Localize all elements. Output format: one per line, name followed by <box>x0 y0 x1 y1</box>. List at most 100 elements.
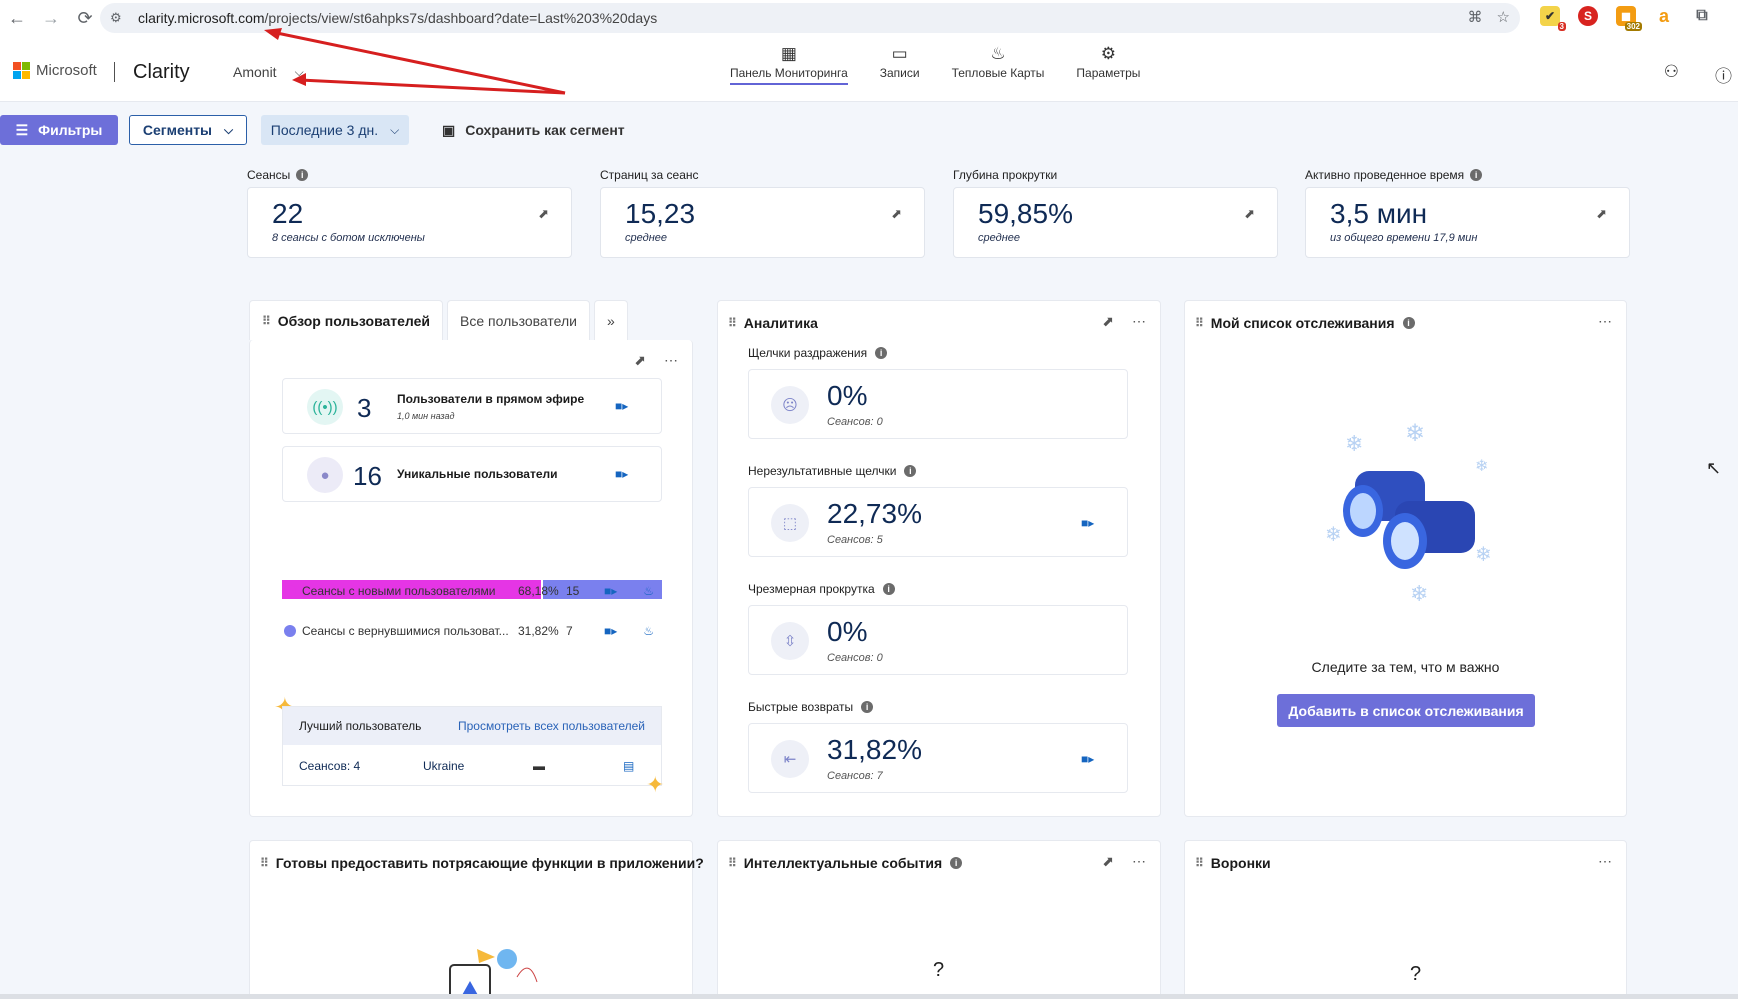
more-options-icon[interactable]: ⋯ <box>1132 853 1146 869</box>
info-icon[interactable]: i <box>1402 317 1415 329</box>
drag-handle-icon[interactable]: ⠿ <box>260 856 269 870</box>
add-to-watchlist-button[interactable]: Добавить в список отслеживания <box>1277 694 1535 727</box>
help-icon[interactable]: ⓘ <box>1715 67 1732 86</box>
nav-heatmaps[interactable]: ♨ Тепловые Карты <box>952 44 1045 85</box>
bottom-scrollbar[interactable] <box>0 994 1738 999</box>
metric-sessions: Сеансов: 5 <box>827 534 883 546</box>
info-icon[interactable]: i <box>1470 169 1483 181</box>
extension-icon-1[interactable]: ✔ 3 <box>1540 6 1566 31</box>
live-users-row[interactable]: ((•)) 3 Пользователи в прямом эфире 1,0 … <box>282 378 662 434</box>
excessive-scroll-card[interactable]: ⇳ 0% Сеансов: 0 <box>748 605 1128 675</box>
quick-backs-card[interactable]: ⇤ 31,82% Сеансов: 7 ■▸ <box>748 723 1128 793</box>
kpi-label: Активно проведенное время <box>1305 168 1465 182</box>
nav-dashboard[interactable]: ▦ Панель Мониторинга <box>730 44 848 85</box>
back-icon[interactable]: ← <box>8 7 26 28</box>
legend-count: 7 <box>566 624 573 638</box>
nav-label: Параметры <box>1076 66 1141 80</box>
drag-handle-icon[interactable]: ⠿ <box>1195 316 1204 330</box>
segments-label: Сегменты <box>142 122 213 138</box>
top-navigation: ▦ Панель Мониторинга ▭ Записи ♨ Тепловые… <box>730 44 1140 85</box>
chevron-down-icon: ⌵ <box>294 64 304 79</box>
recording-camera-icon[interactable]: ■▸ <box>615 399 629 413</box>
extension-icon-2[interactable]: S <box>1578 6 1598 26</box>
date-range-dropdown[interactable]: Последние 3 дн. ⌵ <box>261 115 409 145</box>
nav-settings[interactable]: ⚙ Параметры <box>1076 44 1140 85</box>
drag-handle-icon[interactable]: ⠿ <box>728 856 737 870</box>
recording-camera-icon[interactable]: ■▸ <box>1081 516 1095 530</box>
nav-recordings[interactable]: ▭ Записи <box>880 44 920 85</box>
metric-value: 0% <box>827 616 868 647</box>
filter-icon: ☰ <box>15 121 29 138</box>
drag-handle-icon[interactable]: ⠿ <box>1195 856 1204 870</box>
project-selector[interactable]: Amonit ⌵ <box>233 64 304 80</box>
trend-chart-icon[interactable]: ⬈ <box>1102 853 1114 869</box>
tab-label: Все пользователи <box>460 312 577 329</box>
dead-clicks-card[interactable]: ⬚ 22,73% Сеансов: 5 ■▸ <box>748 487 1128 557</box>
forward-icon[interactable]: → <box>42 7 60 28</box>
metric-label: Чрезмерная прокрутка <box>748 582 875 596</box>
rage-clicks-card[interactable]: ☹ 0% Сеансов: 0 <box>748 369 1128 439</box>
unique-users-row[interactable]: ● 16 Уникальные пользователи ■▸ <box>282 446 662 502</box>
heatmap-flame-icon[interactable]: ♨ <box>643 584 655 598</box>
save-segment-button[interactable]: ▣ Сохранить как сегмент <box>442 115 625 145</box>
info-icon[interactable]: i <box>875 347 888 359</box>
extension-icon-3[interactable]: ◼ 302 <box>1616 6 1642 31</box>
translate-icon[interactable]: ⌘ <box>1467 9 1483 26</box>
site-settings-icon[interactable]: ⚙ <box>110 10 122 25</box>
kpi-active-time: Активно проведенное время i 3,5 мин из об… <box>1305 167 1630 258</box>
more-options-icon[interactable]: ⋯ <box>1132 313 1146 329</box>
recording-camera-icon[interactable]: ■▸ <box>604 584 618 598</box>
legend-percent: 31,82% <box>518 624 559 638</box>
panel-title: Воронки <box>1210 855 1271 871</box>
recording-camera-icon[interactable]: ■▸ <box>604 624 618 638</box>
address-bar[interactable]: ⚙ clarity.microsoft.com/projects/view/st… <box>100 3 1520 33</box>
view-all-users-link[interactable]: Просмотреть всех пользователей <box>457 719 645 733</box>
user-card-icon[interactable]: ▤ <box>623 759 635 773</box>
recording-camera-icon[interactable]: ■▸ <box>1081 752 1095 766</box>
trend-chart-icon[interactable]: ⬈ <box>1244 206 1255 221</box>
binoculars-illustration: ❄ ❄ ❄ ❄ ❄ ❄ <box>1325 420 1492 606</box>
heatmap-flame-icon[interactable]: ♨ <box>643 624 655 638</box>
metric-sessions: Сеансов: 7 <box>827 770 883 782</box>
url-text[interactable]: clarity.microsoft.com/projects/view/st6a… <box>138 10 658 26</box>
segments-button[interactable]: Сегменты ⌵ <box>129 115 247 145</box>
bookmark-star-icon[interactable]: ☆ <box>1496 9 1510 26</box>
trend-chart-icon[interactable]: ⬈ <box>891 206 902 221</box>
panel-title: Мой список отслеживания <box>1210 315 1395 331</box>
filters-button[interactable]: ☰ Фильтры <box>0 115 118 145</box>
info-icon[interactable]: i <box>296 169 309 181</box>
more-options-icon[interactable]: ⋯ <box>664 352 678 368</box>
more-options-icon[interactable]: ⋯ <box>1598 313 1612 329</box>
kpi-sessions: Сеансы i 22 8 сеансы с ботом исключены ⬈ <box>247 167 572 258</box>
info-icon[interactable]: i <box>904 465 917 477</box>
trend-chart-icon[interactable]: ⬈ <box>634 352 646 368</box>
trend-chart-icon[interactable]: ⬈ <box>1102 313 1114 329</box>
app-name[interactable]: Clarity <box>133 61 190 83</box>
tab-all-users[interactable]: Все пользователи <box>447 300 590 340</box>
quick-back-icon: ⇤ <box>771 740 809 778</box>
info-icon[interactable]: i <box>861 701 874 713</box>
info-icon[interactable]: i <box>950 857 963 869</box>
more-options-icon[interactable]: ⋯ <box>1598 853 1612 869</box>
microsoft-logo[interactable]: Microsoft <box>13 62 97 79</box>
nav-label: Тепловые Карты <box>951 66 1045 80</box>
extension-icon-4[interactable]: a <box>1658 5 1669 26</box>
browser-toolbar: ← → ⟳ ⚙ clarity.microsoft.com/projects/v… <box>0 0 1738 36</box>
reload-icon[interactable]: ⟳ <box>77 7 93 28</box>
app-header: Microsoft Clarity Amonit ⌵ ▦ Панель Мони… <box>0 36 1738 102</box>
tab-more[interactable]: » <box>593 300 628 340</box>
info-icon[interactable]: i <box>882 583 895 595</box>
trend-chart-icon[interactable]: ⬈ <box>1596 206 1607 221</box>
account-share-icon[interactable]: ⚇ <box>1663 62 1679 81</box>
drag-handle-icon[interactable]: ⠿ <box>728 316 737 330</box>
tab-users-overview[interactable]: ⠿ Обзор пользователей <box>249 300 444 340</box>
kpi-pages-per-session: Страниц за сеанс 15,23 среднее ⬈ <box>600 167 925 258</box>
unique-users-label: Уникальные пользователи <box>397 467 558 481</box>
extensions-puzzle-icon[interactable]: ⧉ <box>1696 7 1708 24</box>
kpi-value: 59,85% <box>978 198 1073 229</box>
kpi-label: Глубина прокрутки <box>953 168 1058 182</box>
users-overview-panel: ⬈ ⋯ ((•)) 3 Пользователи в прямом эфире … <box>249 340 693 817</box>
drag-handle-icon[interactable]: ⠿ <box>262 313 271 328</box>
trend-chart-icon[interactable]: ⬈ <box>538 206 549 221</box>
recording-camera-icon[interactable]: ■▸ <box>615 467 629 481</box>
